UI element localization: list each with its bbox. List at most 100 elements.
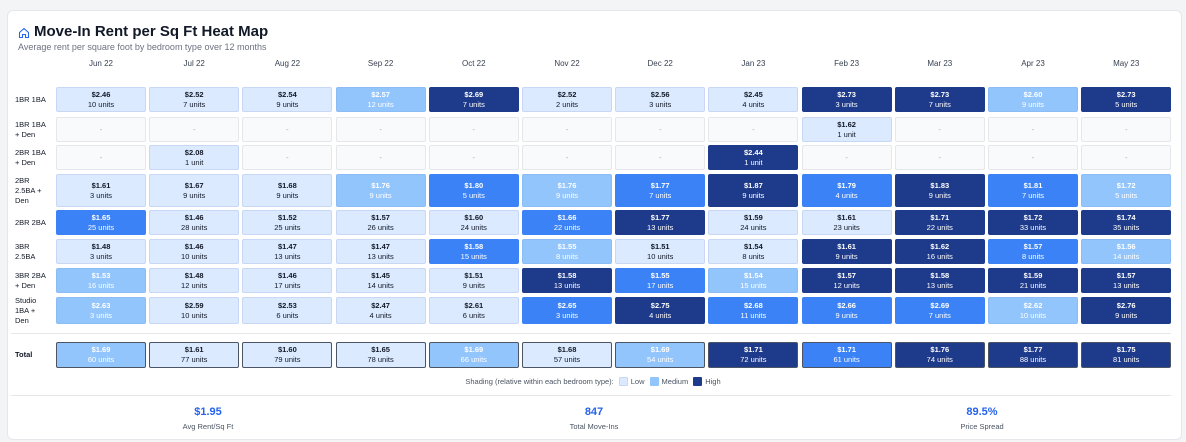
heatmap-cell[interactable]: $2.54 9 units [242, 87, 333, 112]
total-cell[interactable]: $1.77 88 units [988, 342, 1078, 368]
heatmap-cell[interactable]: $1.45 14 units [335, 268, 426, 293]
heatmap-cell[interactable]: $1.87 9 units [708, 174, 799, 207]
heatmap-cell[interactable]: $1.46 28 units [149, 210, 240, 235]
heatmap-cell[interactable]: $1.51 9 units [428, 268, 519, 293]
total-cell[interactable]: $1.69 54 units [615, 342, 706, 368]
heatmap-cell[interactable]: - [56, 117, 146, 142]
heatmap-cell[interactable]: $1.55 8 units [522, 239, 612, 264]
heatmap-cell[interactable]: $1.46 10 units [149, 239, 240, 264]
total-cell[interactable]: $1.75 81 units [1081, 342, 1172, 368]
heatmap-cell[interactable]: $1.47 13 units [242, 239, 333, 264]
heatmap-cell[interactable]: $2.08 1 unit [149, 145, 240, 170]
heatmap-cell[interactable]: $1.76 9 units [335, 174, 426, 207]
heatmap-cell[interactable]: $1.58 13 units [894, 268, 985, 293]
heatmap-cell[interactable]: $1.57 8 units [988, 239, 1078, 264]
total-cell[interactable]: $1.71 72 units [708, 342, 799, 368]
heatmap-cell[interactable]: $2.73 3 units [801, 87, 892, 112]
heatmap-cell[interactable]: $2.57 12 units [335, 87, 426, 112]
heatmap-cell[interactable]: $1.58 13 units [522, 268, 612, 293]
heatmap-cell[interactable]: $1.77 13 units [615, 210, 706, 235]
heatmap-cell[interactable]: - [149, 117, 240, 142]
heatmap-cell[interactable]: - [988, 145, 1078, 170]
heatmap-cell[interactable]: - [428, 145, 519, 170]
total-cell[interactable]: $1.61 77 units [149, 342, 240, 368]
heatmap-cell[interactable]: $2.69 7 units [428, 87, 519, 112]
heatmap-cell[interactable]: - [894, 145, 985, 170]
heatmap-cell[interactable]: $2.45 4 units [708, 87, 799, 112]
heatmap-cell[interactable]: $1.79 4 units [801, 174, 892, 207]
heatmap-cell[interactable]: $1.46 17 units [242, 268, 333, 293]
heatmap-cell[interactable]: $1.55 17 units [615, 268, 706, 293]
heatmap-cell[interactable]: $1.77 7 units [615, 174, 706, 207]
heatmap-cell[interactable]: - [428, 117, 519, 142]
heatmap-cell[interactable]: $2.75 4 units [615, 297, 706, 324]
heatmap-cell[interactable]: - [242, 145, 333, 170]
heatmap-cell[interactable]: $1.48 3 units [56, 239, 146, 264]
heatmap-cell[interactable]: $1.56 14 units [1081, 239, 1172, 264]
heatmap-cell[interactable]: - [335, 145, 426, 170]
heatmap-cell[interactable]: $2.68 11 units [708, 297, 799, 324]
total-cell[interactable]: $1.76 74 units [894, 342, 985, 368]
heatmap-cell[interactable]: $1.72 33 units [988, 210, 1078, 235]
heatmap-cell[interactable]: $2.73 7 units [894, 87, 985, 112]
heatmap-cell[interactable]: $1.58 15 units [428, 239, 519, 264]
heatmap-cell[interactable]: - [615, 117, 706, 142]
heatmap-cell[interactable]: $1.66 22 units [522, 210, 612, 235]
heatmap-cell[interactable]: $2.63 3 units [56, 297, 146, 324]
heatmap-cell[interactable]: $1.65 25 units [56, 210, 146, 235]
heatmap-cell[interactable]: - [801, 145, 892, 170]
heatmap-cell[interactable]: $1.54 15 units [708, 268, 799, 293]
heatmap-cell[interactable]: $1.59 24 units [708, 210, 799, 235]
heatmap-cell[interactable]: $1.54 8 units [708, 239, 799, 264]
heatmap-cell[interactable]: $1.59 21 units [988, 268, 1078, 293]
heatmap-cell[interactable]: $1.80 5 units [428, 174, 519, 207]
heatmap-cell[interactable]: - [988, 117, 1078, 142]
heatmap-cell[interactable]: $1.71 22 units [894, 210, 985, 235]
heatmap-cell[interactable]: $1.60 24 units [428, 210, 519, 235]
heatmap-cell[interactable]: $1.76 9 units [522, 174, 612, 207]
heatmap-cell[interactable]: $2.52 2 units [522, 87, 612, 112]
heatmap-cell[interactable]: - [708, 117, 799, 142]
total-cell[interactable]: $1.60 79 units [242, 342, 333, 368]
heatmap-cell[interactable]: $2.53 6 units [242, 297, 333, 324]
heatmap-cell[interactable]: - [522, 117, 612, 142]
heatmap-cell[interactable]: $1.74 35 units [1081, 210, 1172, 235]
heatmap-cell[interactable]: - [894, 117, 985, 142]
heatmap-cell[interactable]: $2.69 7 units [894, 297, 985, 324]
heatmap-cell[interactable]: $2.65 3 units [522, 297, 612, 324]
total-cell[interactable]: $1.65 78 units [335, 342, 426, 368]
heatmap-cell[interactable]: $1.81 7 units [988, 174, 1078, 207]
heatmap-cell[interactable]: $1.68 9 units [242, 174, 333, 207]
heatmap-cell[interactable]: - [615, 145, 706, 170]
total-cell[interactable]: $1.69 66 units [428, 342, 519, 368]
heatmap-cell[interactable]: $1.57 26 units [335, 210, 426, 235]
heatmap-cell[interactable]: $2.61 6 units [428, 297, 519, 324]
heatmap-cell[interactable]: $1.72 5 units [1081, 174, 1172, 207]
heatmap-cell[interactable]: $1.61 23 units [801, 210, 892, 235]
heatmap-cell[interactable]: - [1081, 145, 1172, 170]
heatmap-cell[interactable]: $1.62 16 units [894, 239, 985, 264]
heatmap-cell[interactable]: $1.51 10 units [615, 239, 706, 264]
total-cell[interactable]: $1.71 61 units [801, 342, 892, 368]
heatmap-cell[interactable]: $1.57 12 units [801, 268, 892, 293]
heatmap-cell[interactable]: $1.57 13 units [1081, 268, 1172, 293]
heatmap-cell[interactable]: $2.44 1 unit [708, 145, 799, 170]
heatmap-cell[interactable]: $1.53 16 units [56, 268, 146, 293]
heatmap-cell[interactable]: $2.73 5 units [1081, 87, 1172, 112]
heatmap-cell[interactable]: $1.61 3 units [56, 174, 146, 207]
heatmap-cell[interactable]: $2.56 3 units [615, 87, 706, 112]
heatmap-cell[interactable]: $1.48 12 units [149, 268, 240, 293]
total-cell[interactable]: $1.68 57 units [522, 342, 612, 368]
heatmap-cell[interactable]: $1.47 13 units [335, 239, 426, 264]
heatmap-cell[interactable]: - [242, 117, 333, 142]
heatmap-cell[interactable]: $1.83 9 units [894, 174, 985, 207]
heatmap-cell[interactable]: - [56, 145, 146, 170]
heatmap-cell[interactable]: $2.47 4 units [335, 297, 426, 324]
heatmap-cell[interactable]: $2.60 9 units [988, 87, 1078, 112]
heatmap-cell[interactable]: $2.76 9 units [1081, 297, 1172, 324]
heatmap-cell[interactable]: - [335, 117, 426, 142]
heatmap-cell[interactable]: $2.62 10 units [988, 297, 1078, 324]
heatmap-cell[interactable]: $2.66 9 units [801, 297, 892, 324]
heatmap-cell[interactable]: $1.52 25 units [242, 210, 333, 235]
total-cell[interactable]: $1.69 60 units [56, 342, 146, 368]
